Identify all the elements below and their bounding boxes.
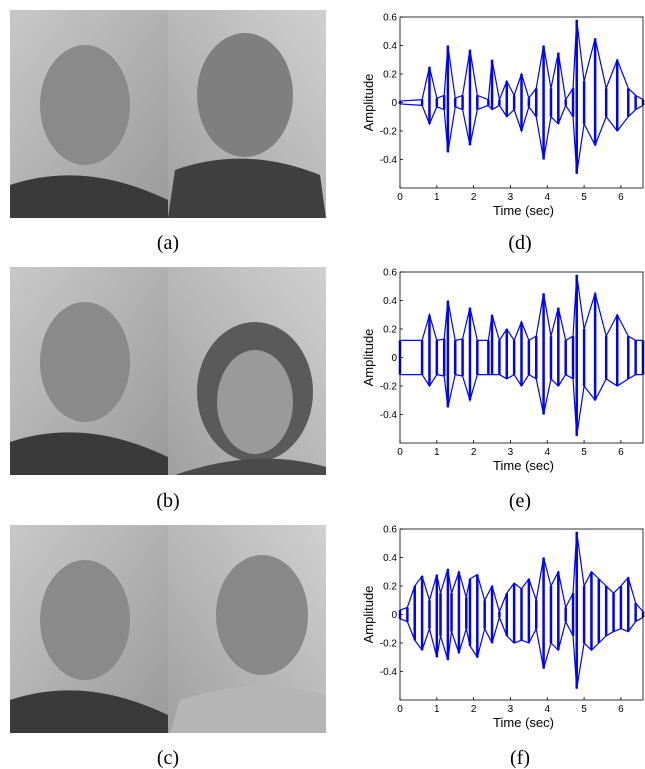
face (217, 350, 293, 454)
y-tick-label: -0.4 (380, 155, 398, 166)
x-tick-label: 1 (434, 447, 440, 458)
y-tick-label: -0.2 (380, 382, 398, 393)
y-tick-label: 0 (391, 353, 397, 364)
y-tick-label: 0 (391, 98, 397, 109)
x-tick-label: 3 (508, 704, 514, 715)
y-tick-label: 0.2 (383, 325, 397, 336)
face (40, 45, 130, 165)
figure: (a) (b) (c) (d) (e) (f) 0123456-0.4-0.20… (0, 0, 645, 769)
x-tick-label: 5 (581, 447, 587, 458)
x-tick-label: 1 (434, 704, 440, 715)
x-tick-label: 5 (581, 704, 587, 715)
x-tick-label: 4 (544, 447, 550, 458)
y-tick-label: 0.6 (383, 268, 397, 279)
y-tick-label: -0.2 (380, 639, 398, 650)
plot: 0 1 2 3 4 5 6 -0.4 -0.2 0 0.2 0.4 0.6 Time (sec) Ampli… (361, 268, 643, 474)
photo-row (10, 10, 326, 218)
face (197, 33, 293, 157)
y-tick-label: 0.2 (383, 70, 397, 81)
x-tick-label: 2 (471, 447, 477, 458)
x-tick-label: 6 (618, 447, 624, 458)
y-tick-label: -0.2 (380, 127, 398, 138)
y-axis-label: Amplitude (361, 586, 376, 644)
x-tick-label: 3 (508, 192, 514, 203)
y-tick-label: -0.4 (380, 667, 398, 678)
x-tick-label: 0 (397, 192, 403, 203)
x-axis-label: Time (sec) (493, 458, 554, 473)
x-tick-label: 2 (471, 192, 477, 203)
y-tick-label: 0 (391, 610, 397, 621)
y-tick-label: 0.6 (383, 525, 397, 536)
x-tick-label: 0 (397, 447, 403, 458)
y-tick-label: 0.4 (383, 41, 397, 52)
caption: (d) (508, 232, 531, 254)
y-tick-label: 0.4 (383, 296, 397, 307)
photo-row (10, 525, 326, 733)
x-tick-label: 0 (397, 704, 403, 715)
y-tick-label: 0.4 (383, 553, 397, 564)
x-tick-label: 2 (471, 704, 477, 715)
face (40, 302, 130, 422)
caption: (f) (510, 747, 530, 769)
y-axis-label: Amplitude (361, 74, 376, 132)
y-tick-label: -0.4 (380, 410, 398, 421)
x-tick-label: 6 (618, 704, 624, 715)
caption: (b) (156, 490, 179, 512)
plot: 0 1 2 3 4 5 6 -0.4 -0.2 0 0.2 0.4 0.6 Time (sec) Ampli… (361, 13, 643, 219)
x-tick-label: 3 (508, 447, 514, 458)
y-tick-label: 0.2 (383, 582, 397, 593)
plot: 0 1 2 3 4 5 6 -0.4 -0.2 0 0.2 0.4 0.6 Time (sec) Ampli… (361, 525, 643, 731)
face (216, 555, 308, 675)
x-tick-label: 4 (544, 704, 550, 715)
x-axis-label: Time (sec) (493, 715, 554, 730)
y-tick-label: 0.6 (383, 13, 397, 24)
x-axis-label: Time (sec) (493, 203, 554, 218)
x-tick-label: 6 (618, 192, 624, 203)
caption: (e) (509, 490, 531, 512)
photo-row (10, 267, 326, 475)
caption: (c) (157, 747, 179, 769)
x-tick-label: 4 (544, 192, 550, 203)
x-tick-label: 5 (581, 192, 587, 203)
face (40, 560, 130, 680)
y-axis-label: Amplitude (361, 329, 376, 387)
caption: (a) (157, 232, 179, 254)
x-tick-label: 1 (434, 192, 440, 203)
